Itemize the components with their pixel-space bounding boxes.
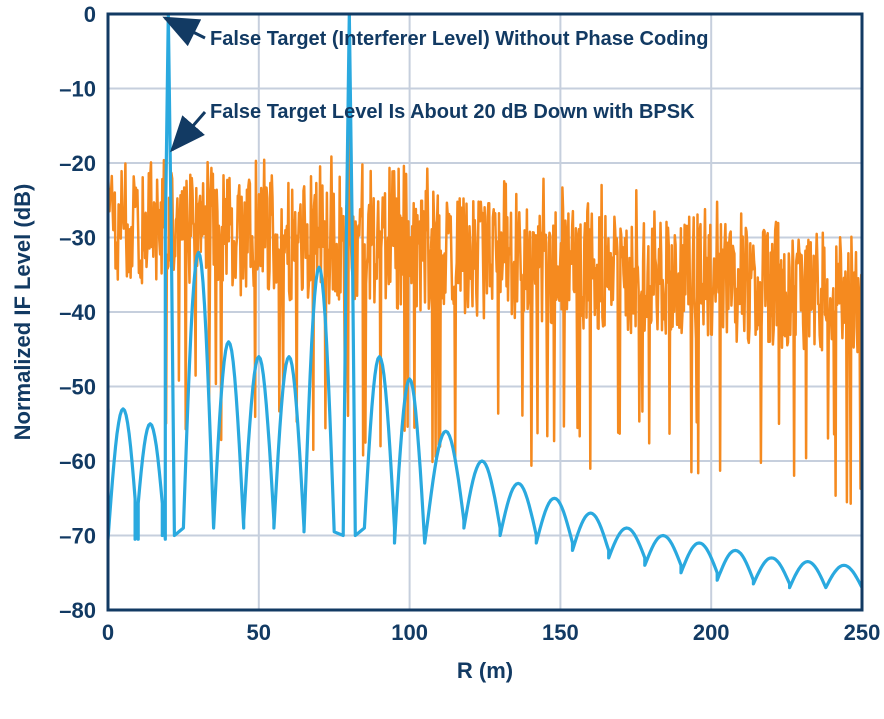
ytick-label: –20 — [59, 151, 96, 176]
ytick-label: –80 — [59, 598, 96, 623]
ytick-label: –70 — [59, 524, 96, 549]
annotation-text: False Target (Interferer Level) Without … — [210, 28, 708, 50]
xtick-label: 50 — [247, 620, 271, 645]
ytick-label: 0 — [84, 2, 96, 27]
series-orange — [108, 14, 862, 504]
ytick-label: –60 — [59, 449, 96, 474]
annotation-arrow — [165, 18, 205, 38]
x-axis-label: R (m) — [457, 658, 513, 683]
ytick-label: –50 — [59, 375, 96, 400]
ytick-label: –10 — [59, 77, 96, 102]
xtick-label: 200 — [693, 620, 730, 645]
xtick-label: 150 — [542, 620, 579, 645]
xtick-label: 250 — [844, 620, 881, 645]
annotation-text: False Target Level Is About 20 dB Down w… — [210, 101, 695, 123]
xtick-label: 100 — [391, 620, 428, 645]
y-axis-label: Normalized IF Level (dB) — [10, 184, 35, 441]
ytick-label: –30 — [59, 226, 96, 251]
ytick-label: –40 — [59, 300, 96, 325]
annotation-arrow — [172, 112, 205, 150]
if-level-chart: 0 50 100 150 200 250 –80 –70 –60 –50 –40 –30 –20 –10 0… — [0, 0, 884, 714]
chart-svg: 0 50 100 150 200 250 –80 –70 –60 –50 –40 –30 –20 –10 0… — [0, 0, 884, 714]
xtick-label: 0 — [102, 620, 114, 645]
